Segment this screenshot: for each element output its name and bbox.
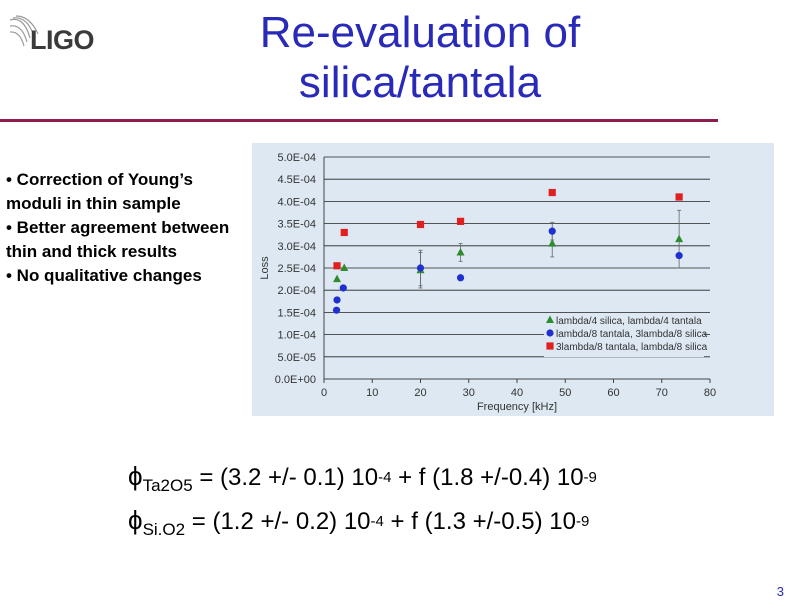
x-tick-label: 70 [656,387,668,399]
equation-exponent: -4 [370,513,384,530]
legend-marker [546,315,554,323]
data-point [675,193,683,201]
equation-text: + f (1.8 +/-0.4) 10 [391,464,584,491]
x-tick-label: 80 [704,387,716,399]
x-tick-label: 10 [366,387,378,399]
data-point [548,188,556,197]
slide-title: Re-evaluation of silica/tantala [170,8,670,108]
y-tick-label: 4.0E-04 [277,196,316,208]
y-tick-label: 3.0E-04 [277,241,316,253]
y-tick-label: 5.0E-04 [277,152,316,164]
equation-subscript: Ta2O5 [142,476,193,495]
equation-text: + f (1.3 +/-0.5) 10 [383,508,576,535]
x-tick-label: 60 [607,387,619,399]
data-point [456,217,465,225]
data-point [333,274,342,283]
y-tick-label: 3.5E-04 [277,219,316,231]
equation-text: = (3.2 +/- 0.1) 10 [192,464,379,491]
y-tick-label: 2.5E-04 [277,263,316,275]
data-point [340,228,348,237]
title-line-2: silica/tantala [298,58,542,107]
data-point [333,262,341,270]
data-point [456,274,465,282]
y-tick-label: 0.0E+00 [275,374,316,386]
data-point [416,220,425,229]
y-tick-label: 2.0E-04 [277,285,316,297]
equation-exponent: -9 [575,513,590,530]
title-divider [0,119,718,122]
bullet-item: • Correction of Young’s moduli in thin s… [6,170,193,213]
chart-background [252,143,774,416]
data-point [339,284,347,292]
data-point [340,263,349,271]
x-axis-label: Frequency [kHz] [477,401,557,413]
x-tick-label: 50 [559,387,571,399]
bullet-item: • No qualitative changes [6,266,202,285]
legend-label: 3lambda/8 tantala, lambda/8 silica [556,342,708,353]
logo-text: LIGO [30,25,95,55]
legend-label: lambda/8 tantala, 3lambda/8 silica [556,329,708,340]
y-tick-label: 1.0E-04 [277,330,316,342]
legend-marker [546,342,554,350]
equation-subscript: Si.O2 [142,520,186,539]
legend-label: lambda/4 silica, lambda/4 tantala [556,316,702,327]
ligo-logo-icon [9,15,39,47]
data-point [548,239,557,247]
equation-exponent: -9 [583,469,597,486]
ligo-logo [8,14,120,60]
x-tick-label: 40 [511,387,523,399]
x-tick-label: 0 [321,387,327,399]
data-point [332,306,341,314]
data-point [333,296,341,304]
y-axis-label: Loss [259,256,271,280]
equation-exponent: -4 [378,469,392,486]
phi-symbol: ϕ [128,505,143,535]
loss-vs-frequency-chart: 0.0E+00 5.0E-05 1.0E-04 1.5E-04 2.0E-04 2.5E-… [252,143,774,416]
equation-sio2: ϕSi.O2 = (1.2 +/- 0.2) 10-4 + f (1.3 +/-… [128,505,590,539]
x-tick-label: 30 [463,387,475,399]
data-point [456,247,465,256]
equation-text: = (1.2 +/- 0.2) 10 [185,508,371,535]
title-line-1: Re-evaluation of [259,8,581,57]
data-point [675,251,683,260]
page-number: 3 [776,584,784,599]
data-point [675,234,684,243]
x-tick-label: 20 [414,387,426,399]
bullet-list: • Correction of Young’s moduli in thin s… [6,168,246,288]
phi-symbol: ϕ [128,461,143,491]
legend-box [544,313,704,357]
bullet-item: • Better agreement between thin and thic… [6,218,230,261]
y-tick-label: 4.5E-04 [277,174,316,186]
data-point [548,227,556,235]
legend-marker [546,329,554,337]
data-point [416,264,425,272]
equation-ta2o5: ϕTa2O5 = (3.2 +/- 0.1) 10-4 + f (1.8 +/-… [128,461,597,495]
y-tick-label: 1.5E-04 [277,307,316,319]
y-tick-label: 5.0E-05 [277,352,316,364]
